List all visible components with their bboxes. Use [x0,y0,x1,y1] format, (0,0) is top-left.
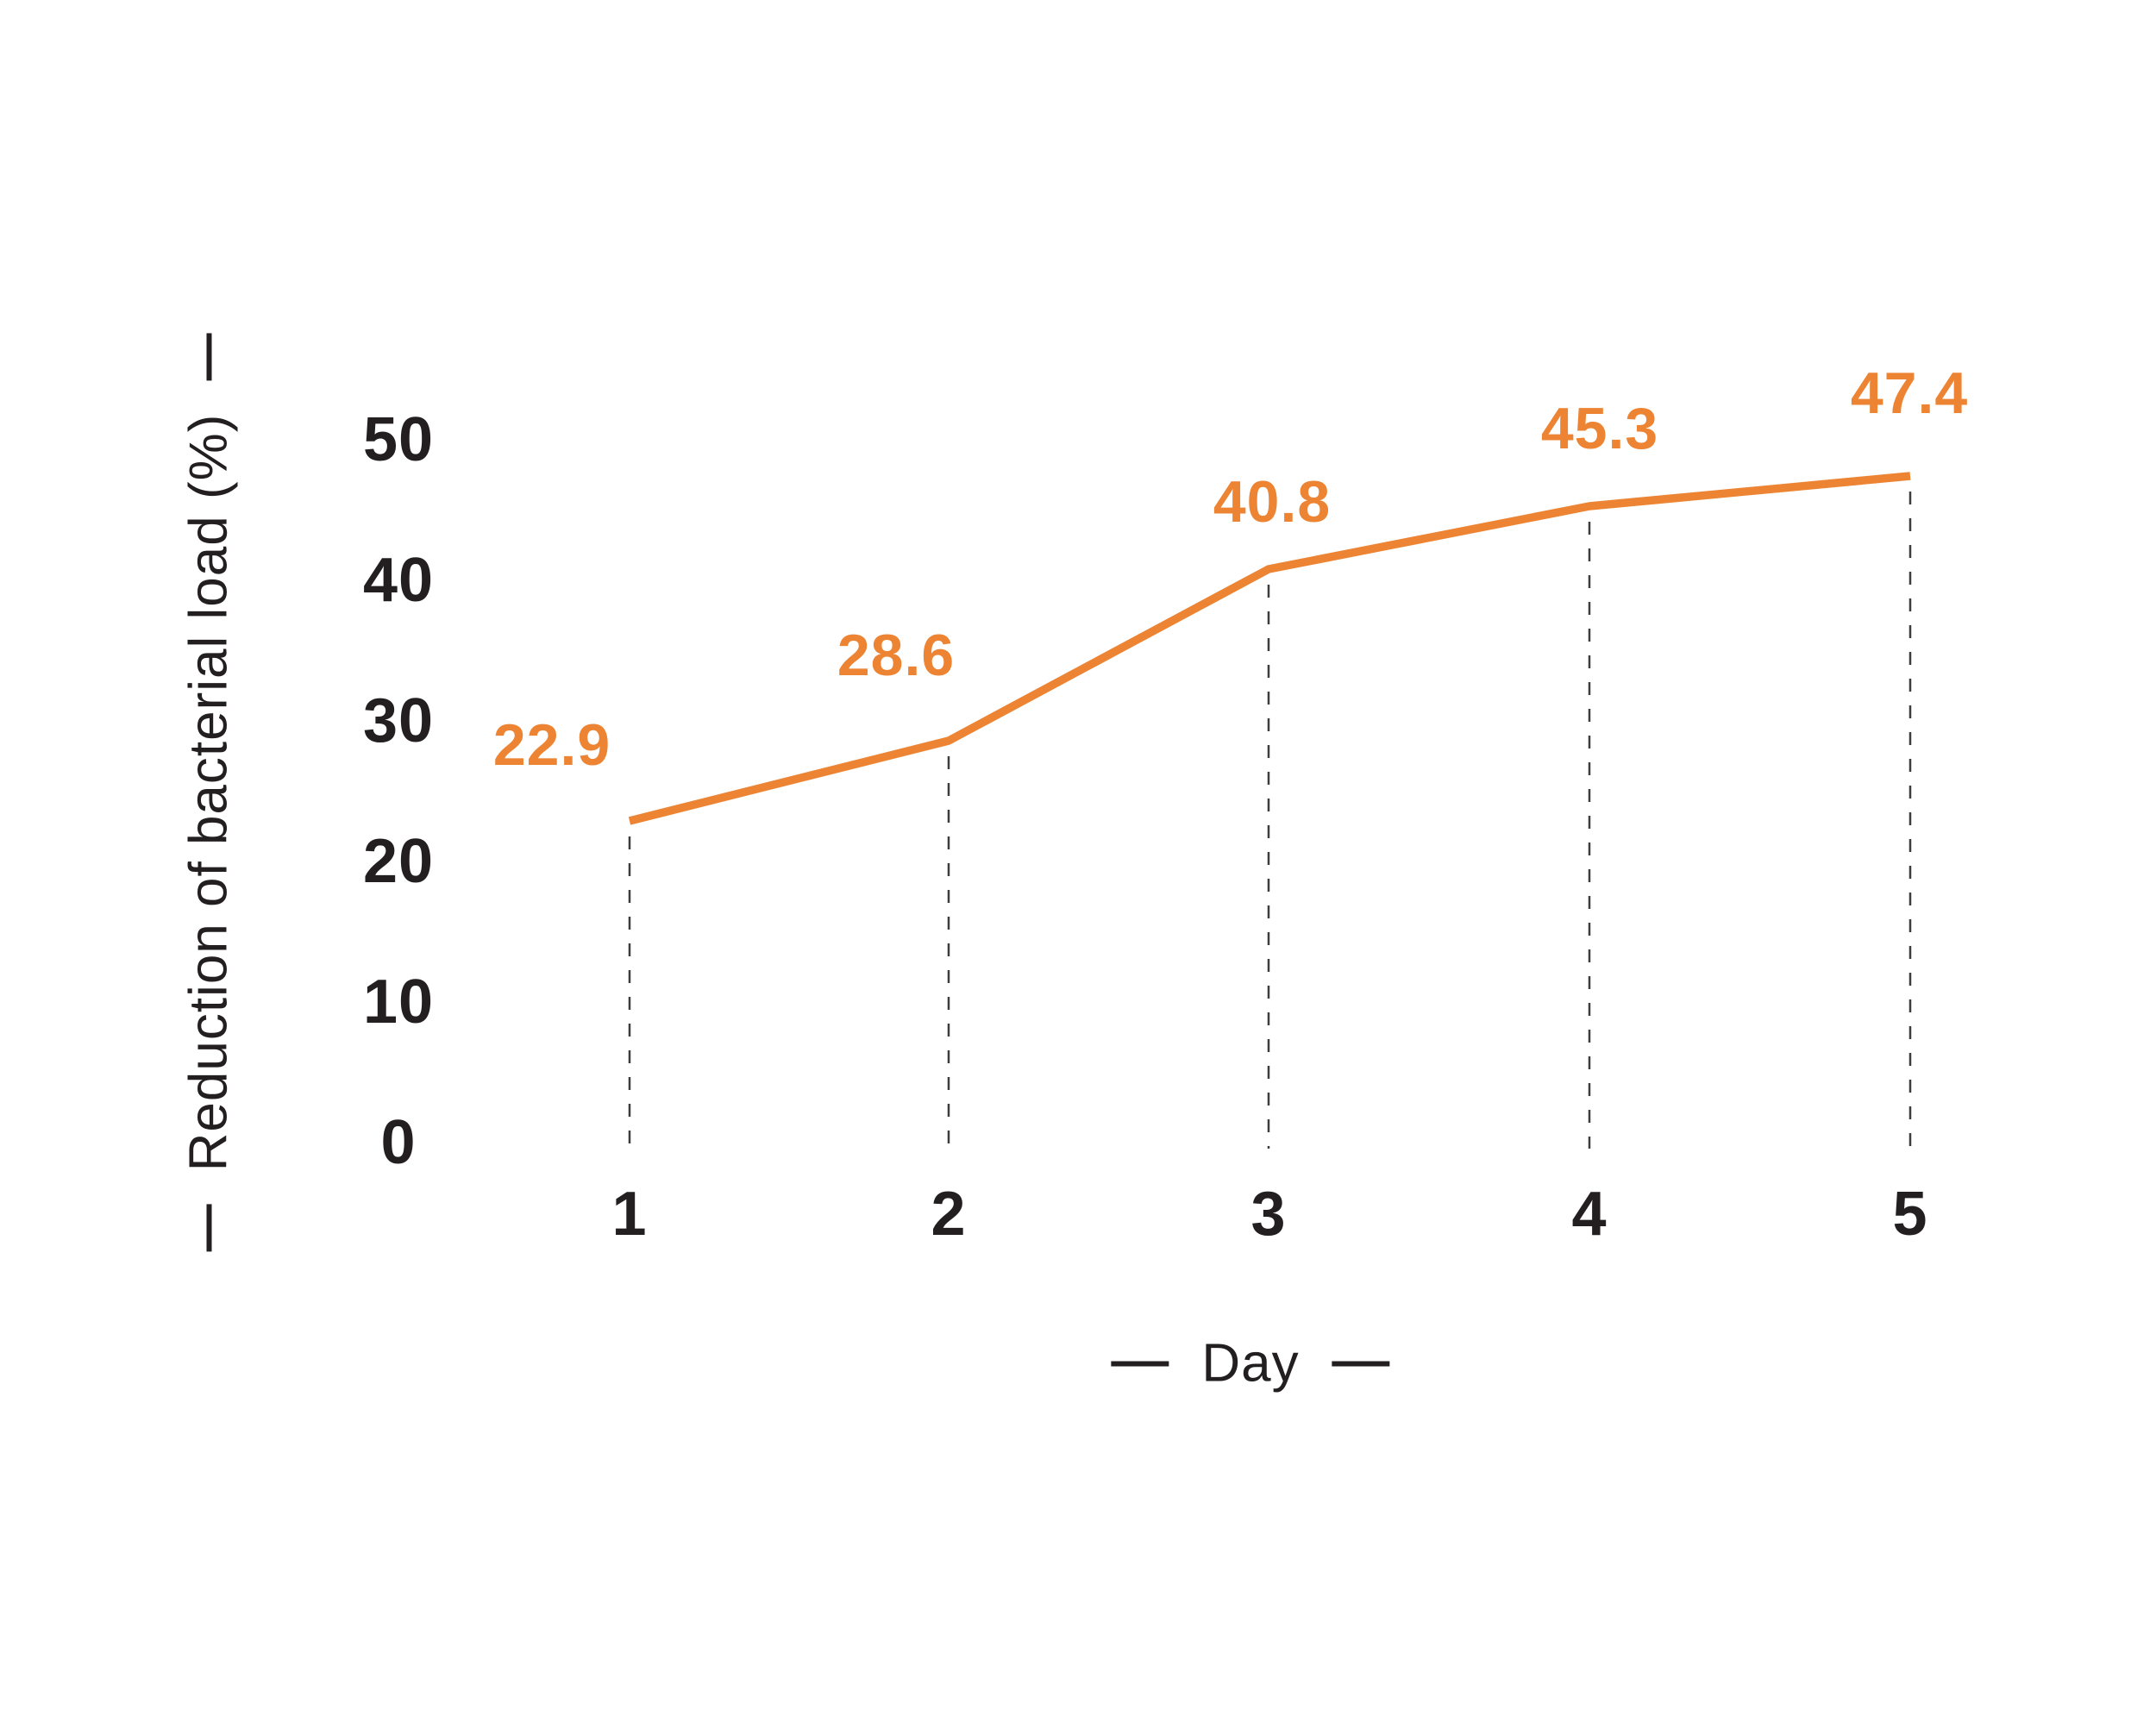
y-axis-tick-label: 40 [362,546,435,615]
data-point-value-label: 45.3 [1540,396,1659,461]
data-point-value-label: 40.8 [1213,469,1332,535]
x-axis-tick-label: 4 [1571,1180,1608,1249]
data-point-value-label: 47.4 [1850,360,1969,426]
x-axis-title-dash-end [1332,1361,1390,1366]
x-axis-title: Day [1111,1333,1390,1394]
y-axis-title: Reduction of bacterial load (%) [179,333,240,1252]
y-axis-tick-label: 10 [362,968,435,1037]
x-axis-tick-label: 2 [931,1180,967,1249]
x-axis-tick-label: 3 [1250,1180,1287,1249]
data-point-value-label: 28.6 [837,623,956,688]
x-axis-title-dash-start [1111,1361,1169,1366]
y-axis-tick-label: 20 [362,827,435,896]
y-axis-title-dash-end [206,333,211,381]
x-axis-title-text: Day [1201,1333,1300,1394]
y-axis-title-text: Reduction of bacterial load (%) [179,413,239,1172]
data-point-value-label: 22.9 [492,712,611,778]
y-axis-tick-label: 0 [380,1108,417,1177]
x-axis-tick-label: 1 [611,1180,648,1249]
x-axis-tick-label: 5 [1892,1180,1928,1249]
y-axis-title-dash-start [206,1204,211,1252]
data-line [628,472,1911,825]
y-axis-tick-label: 50 [362,405,435,474]
y-axis-tick-label: 30 [362,686,435,755]
